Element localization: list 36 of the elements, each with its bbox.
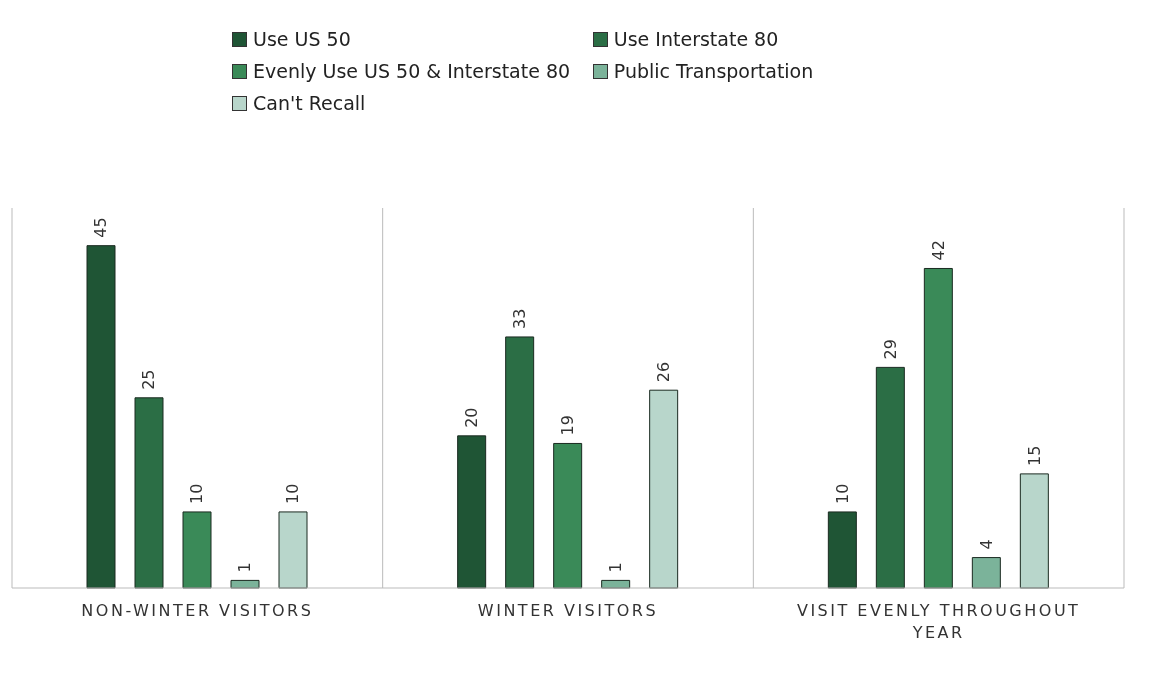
bar <box>278 511 308 589</box>
bar <box>875 366 905 589</box>
data-label: 10 <box>832 483 852 504</box>
data-label: 4 <box>976 539 996 550</box>
x-tick-label: WINTER VISITORS <box>477 601 659 620</box>
legend-label: Can't Recall <box>253 92 366 114</box>
bar <box>649 389 679 589</box>
bar <box>134 397 164 589</box>
data-label: 19 <box>558 415 578 436</box>
data-label: 26 <box>654 361 674 383</box>
x-tick-label: VISIT EVENLY THROUGHOUT YEAR <box>796 601 1081 642</box>
data-label: 15 <box>1024 445 1044 466</box>
data-label: 29 <box>880 339 900 360</box>
bar <box>923 267 953 589</box>
data-label: 45 <box>91 217 111 238</box>
data-label: 33 <box>510 308 530 329</box>
bar <box>182 511 212 589</box>
x-tick-label: NON-WINTER VISITORS <box>81 601 314 620</box>
legend-label: Evenly Use US 50 & Interstate 80 <box>253 60 571 82</box>
data-label: 42 <box>928 240 948 261</box>
data-label: 1 <box>235 562 255 573</box>
bar <box>827 511 857 589</box>
legend-label: Use US 50 <box>253 28 351 50</box>
data-label: 25 <box>139 369 159 390</box>
legend-label: Public Transportation <box>613 60 814 82</box>
bar <box>1019 473 1049 589</box>
data-label: 1 <box>606 562 626 573</box>
legend-label: Use Interstate 80 <box>613 28 779 50</box>
data-label: 10 <box>187 483 207 504</box>
data-label: 10 <box>283 483 303 504</box>
bar <box>457 435 487 589</box>
bar <box>971 557 1001 589</box>
bar <box>505 336 535 589</box>
bar <box>553 442 583 589</box>
data-label: 20 <box>462 407 482 428</box>
bar <box>86 245 116 589</box>
